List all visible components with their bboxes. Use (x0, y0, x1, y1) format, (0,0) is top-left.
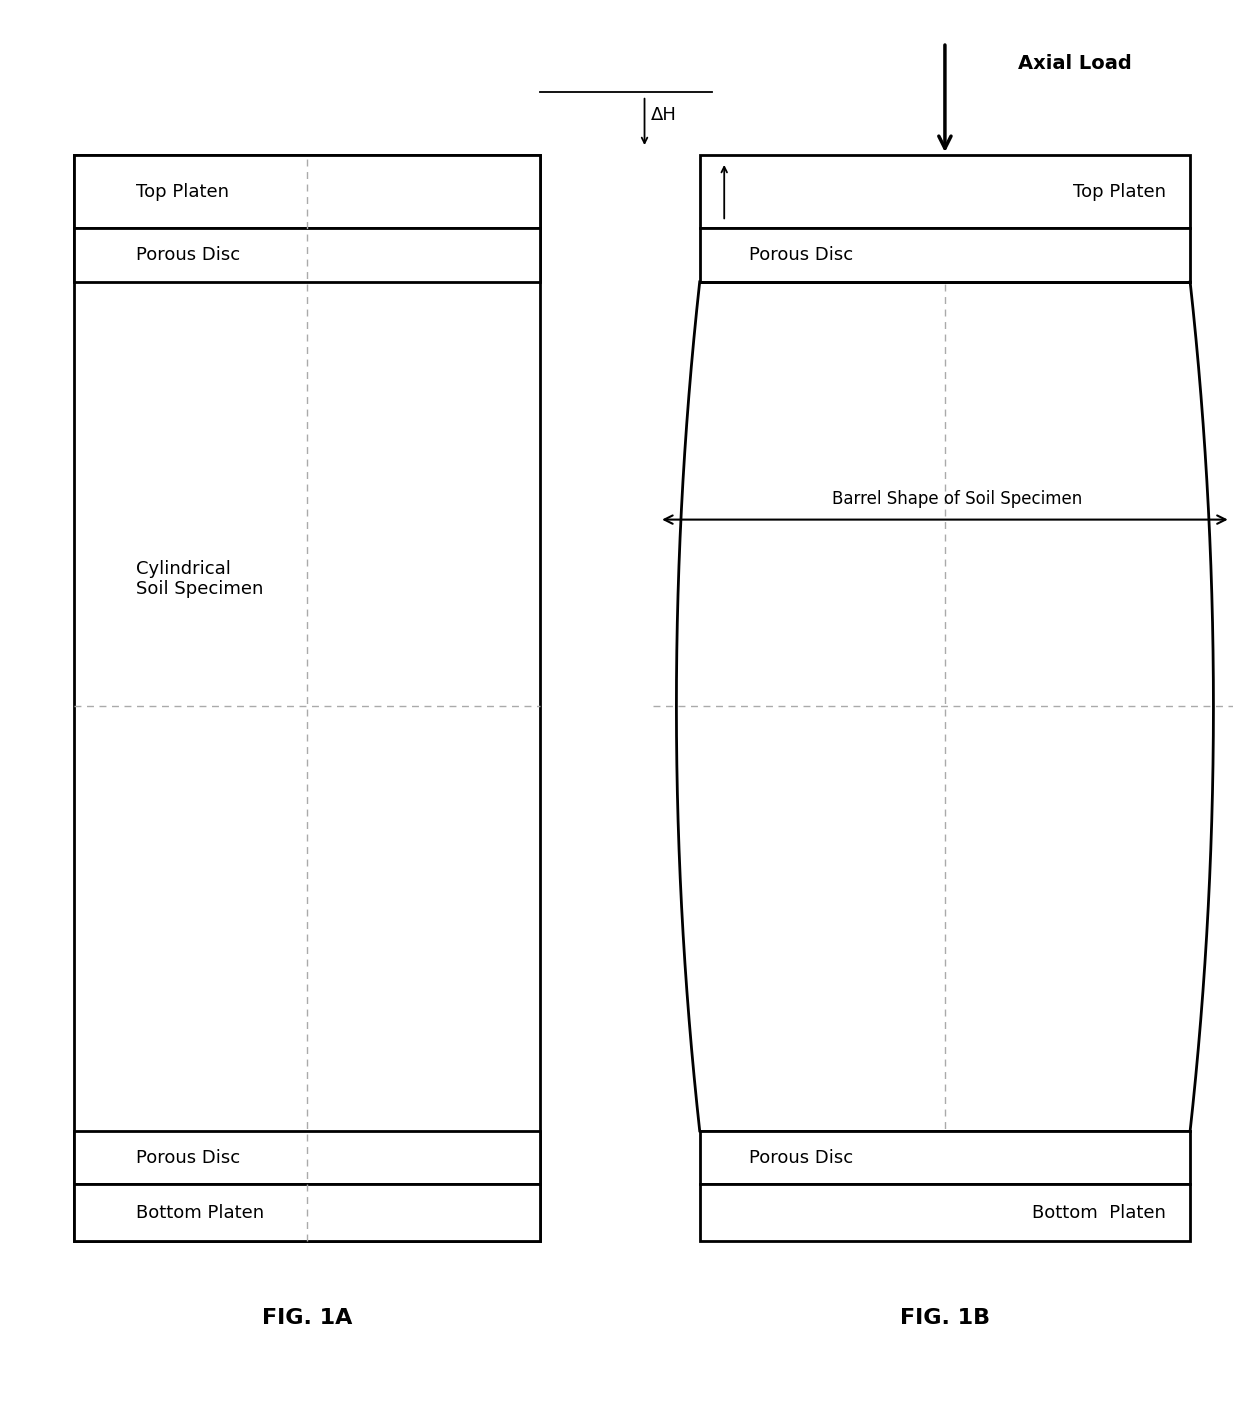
Text: Top Platen: Top Platen (135, 182, 228, 201)
Bar (74, 1185, 541, 1240)
Bar (74, 155, 541, 1240)
Text: Porous Disc: Porous Disc (135, 1149, 239, 1166)
Text: Bottom Platen: Bottom Platen (135, 1203, 264, 1222)
Text: ΔH: ΔH (651, 105, 677, 124)
Text: FIG. 1B: FIG. 1B (900, 1309, 990, 1329)
Text: Porous Disc: Porous Disc (135, 246, 239, 263)
Text: Axial Load: Axial Load (1018, 54, 1132, 73)
Bar (699, 1185, 1190, 1240)
Bar (699, 1131, 1190, 1185)
Bar (699, 155, 1190, 228)
Polygon shape (676, 282, 1214, 1131)
Text: Top Platen: Top Platen (1073, 182, 1166, 201)
Bar (699, 228, 1190, 282)
Text: FIG. 1A: FIG. 1A (262, 1309, 352, 1329)
Bar (74, 155, 541, 228)
Text: Porous Disc: Porous Disc (749, 246, 853, 263)
Text: Barrel Shape of Soil Specimen: Barrel Shape of Soil Specimen (832, 490, 1083, 508)
Text: Cylindrical
Soil Specimen: Cylindrical Soil Specimen (135, 560, 263, 598)
Text: Bottom  Platen: Bottom Platen (1032, 1203, 1166, 1222)
Bar (74, 1131, 541, 1185)
Text: Porous Disc: Porous Disc (749, 1149, 853, 1166)
Bar (74, 228, 541, 282)
